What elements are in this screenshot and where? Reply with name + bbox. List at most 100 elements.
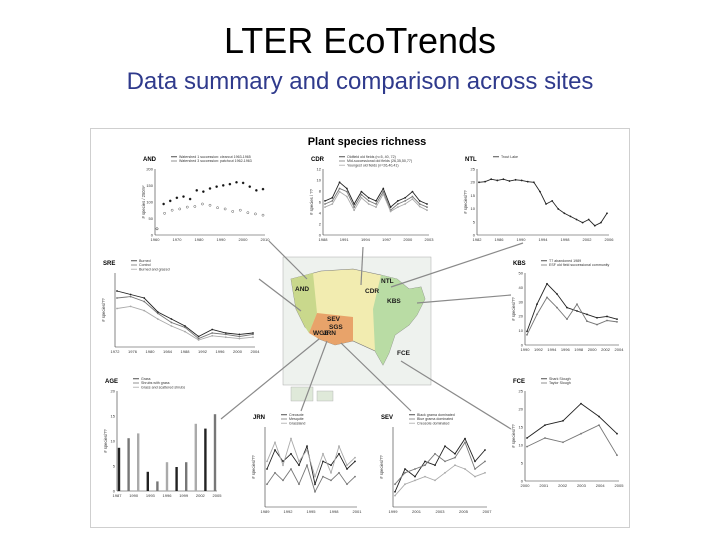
point-mark [345, 187, 348, 190]
point-mark [314, 490, 316, 493]
slide-subtitle: Data summary and comparison across sites [126, 68, 594, 95]
y-axis-label: # species/?? [379, 455, 384, 479]
point-mark [261, 213, 265, 217]
y-tick-label: 30 [519, 299, 524, 304]
y-tick-label: 50 [149, 216, 154, 221]
point-mark [211, 332, 214, 334]
bar-mark [117, 447, 121, 491]
point-mark [544, 424, 546, 426]
point-mark [536, 313, 538, 316]
y-tick-label: 5 [473, 219, 476, 224]
point-mark [248, 185, 252, 188]
y-tick-label: 10 [317, 178, 322, 183]
point-mark [188, 197, 192, 201]
point-mark [360, 193, 363, 196]
point-mark [526, 330, 528, 333]
legend-entry: Mesquite [289, 417, 304, 421]
point-mark [197, 335, 200, 338]
y-tick-label: 200 [146, 167, 153, 172]
point-mark [454, 464, 456, 467]
y-tick-label: 5 [113, 464, 116, 469]
y-tick-label: 4 [319, 211, 322, 216]
legend-entry: T7 abandoned 1989 [549, 259, 581, 263]
east-region [373, 275, 425, 365]
connector-arrow [300, 340, 328, 412]
x-tick-label: 2000 [588, 347, 598, 352]
point-mark [184, 326, 186, 329]
point-mark [418, 205, 421, 208]
point-mark [396, 200, 399, 202]
x-tick-label: 1990 [517, 237, 527, 242]
y-tick-label: 10 [519, 328, 524, 333]
point-mark [331, 200, 334, 202]
point-mark [338, 452, 340, 455]
bar-mark [175, 467, 178, 491]
x-tick-label: 1980 [195, 237, 205, 242]
point-mark [354, 460, 356, 463]
point-mark [394, 490, 396, 493]
x-tick-label: 2001 [412, 509, 422, 514]
connector-arrow [416, 294, 512, 304]
x-tick-label: 2004 [596, 483, 606, 488]
point-mark [354, 456, 356, 459]
y-axis-label: # species/?? [463, 190, 468, 214]
point-mark [484, 180, 486, 183]
panel-site-label: JRN [253, 415, 265, 421]
point-mark [261, 187, 265, 191]
point-mark [314, 475, 316, 478]
point-mark [266, 460, 268, 463]
point-mark [556, 293, 558, 295]
point-mark [580, 432, 582, 435]
panel-ntl: NTL Trout Lake # species/?? 0 5 10 15 20 25 1982 1… [463, 155, 614, 242]
point-mark [324, 203, 326, 205]
point-mark [360, 190, 363, 193]
panel-site-label: AND [143, 157, 157, 163]
point-mark [298, 483, 300, 486]
point-mark [434, 479, 436, 482]
point-mark [282, 460, 284, 463]
point-mark [116, 307, 118, 310]
point-mark [606, 319, 608, 322]
x-tick-label: 1992 [284, 509, 294, 514]
point-mark [576, 310, 578, 312]
point-mark [216, 206, 219, 210]
point-mark [596, 316, 598, 319]
point-mark [338, 181, 341, 184]
y-axis-label: # species/?? [511, 424, 516, 448]
point-mark [178, 207, 182, 211]
point-mark [252, 336, 254, 339]
legend-entry: Oldfield old fields (n=5, 40, 72) [347, 155, 396, 159]
point-mark [474, 468, 476, 470]
point-mark [411, 195, 414, 198]
point-mark [298, 464, 300, 467]
point-mark [322, 475, 324, 478]
point-mark [354, 475, 356, 478]
x-tick-label: 2005 [615, 483, 625, 488]
point-mark [508, 180, 511, 182]
connector-arrow [258, 278, 302, 312]
point-mark [396, 206, 399, 208]
west-region [291, 273, 317, 333]
x-tick-label: 1980 [146, 349, 156, 354]
map-site-label-ntl: NTL [381, 278, 394, 285]
legend-entry: ESF old field successional community [549, 263, 610, 267]
point-mark [546, 282, 548, 285]
y-tick-label: 2 [319, 222, 322, 227]
panel-site-label: FCE [513, 379, 525, 385]
point-mark [184, 330, 186, 333]
legend-entry: Shark Slough [549, 377, 571, 381]
y-tick-label: 10 [471, 206, 476, 211]
point-mark [616, 320, 618, 323]
map-site-label-jrn: JRN [323, 330, 336, 337]
point-mark [444, 445, 446, 448]
y-tick-label: 15 [519, 425, 524, 430]
point-mark [195, 189, 199, 192]
y-tick-label: 0 [473, 233, 476, 238]
point-mark [338, 445, 340, 448]
point-mark [238, 208, 242, 212]
y-tick-label: 20 [519, 407, 524, 412]
legend-entry: Grass [141, 377, 151, 381]
poster-graphic: Plant species richness ANDNTLCDRKBSSEVSG… [101, 136, 625, 514]
point-mark [184, 325, 186, 327]
